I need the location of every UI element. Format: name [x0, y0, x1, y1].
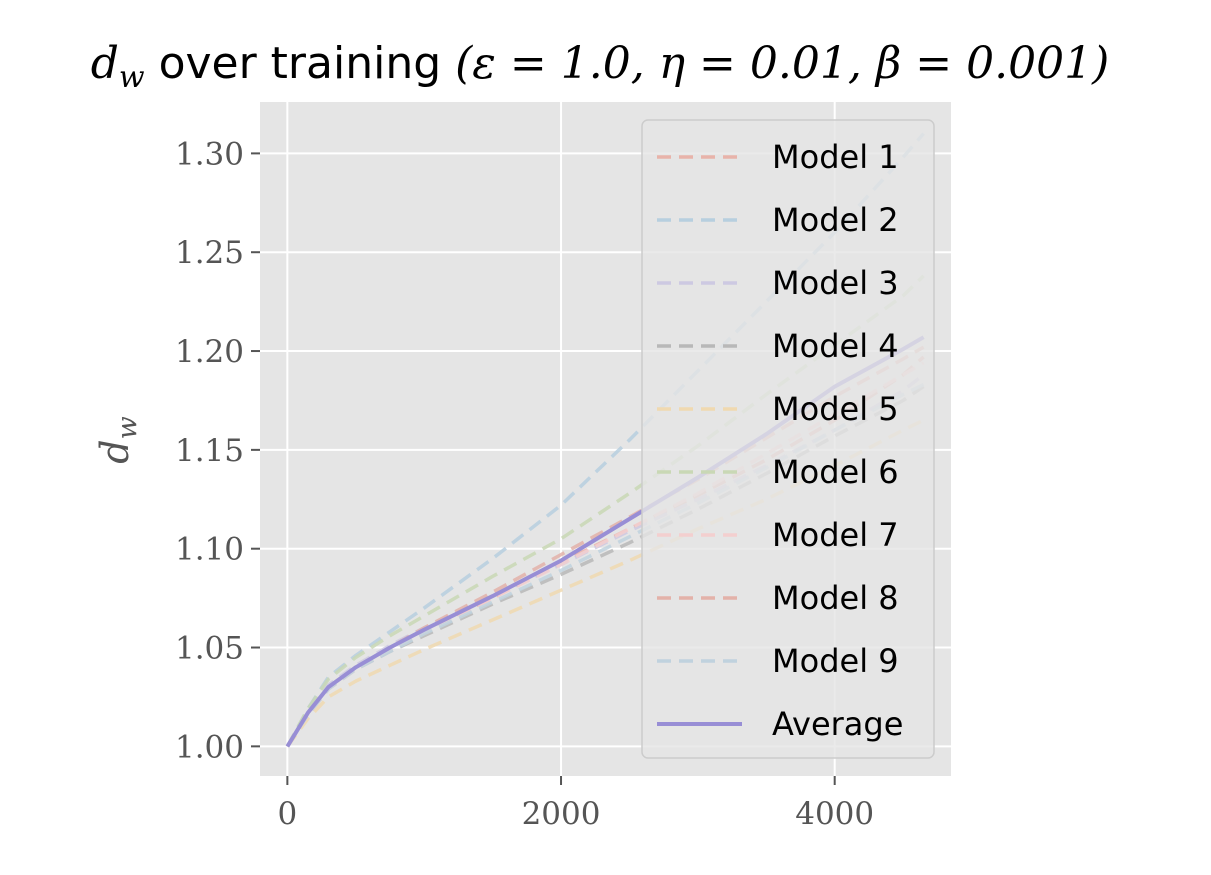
y-tick-label: 1.15	[175, 433, 244, 469]
chart-title: dw over training (ε = 1.0, η = 0.01, β = 0…	[91, 38, 1110, 95]
legend: Model 1 Model 2 Model 3 Model 4 Model 5 Model…	[641, 119, 935, 759]
legend-label-average: Average	[772, 705, 903, 743]
y-tick-label: 1.10	[175, 532, 244, 568]
title-text: over training	[159, 38, 442, 89]
legend-label-model-9: Model 9	[772, 642, 899, 680]
x-axis-ticks: 0 2000 4000	[277, 776, 874, 832]
y-tick-label: 1.05	[175, 631, 244, 667]
title-variable: d	[91, 38, 119, 89]
y-tick-label: 1.00	[175, 729, 244, 765]
x-tick-label: 0	[277, 796, 297, 832]
legend-label-model-2: Model 2	[772, 201, 899, 239]
title-params: (ε = 1.0, η = 0.01, β = 0.001)	[455, 38, 1109, 89]
x-tick-label: 2000	[522, 796, 601, 832]
y-axis-ticks: 1.00 1.05 1.10 1.15 1.20 1.25 1.30	[175, 136, 260, 765]
legend-label-model-4: Model 4	[772, 327, 899, 365]
y-tick-label: 1.25	[175, 235, 244, 271]
legend-label-model-6: Model 6	[772, 453, 899, 491]
y-tick-label: 1.20	[175, 334, 244, 370]
y-axis-label-variable: d	[93, 439, 137, 463]
legend-label-model-8: Model 8	[772, 579, 899, 617]
legend-label-model-3: Model 3	[772, 264, 899, 302]
y-axis-label: dw	[93, 416, 143, 463]
y-axis-label-subscript: w	[112, 416, 143, 439]
title-variable-subscript: w	[119, 60, 145, 95]
y-tick-label: 1.30	[175, 136, 244, 172]
legend-label-model-5: Model 5	[772, 390, 899, 428]
x-tick-label: 4000	[795, 796, 874, 832]
series-line-model-5	[285, 418, 925, 748]
legend-label-model-1: Model 1	[772, 138, 899, 176]
legend-label-model-7: Model 7	[772, 516, 899, 554]
